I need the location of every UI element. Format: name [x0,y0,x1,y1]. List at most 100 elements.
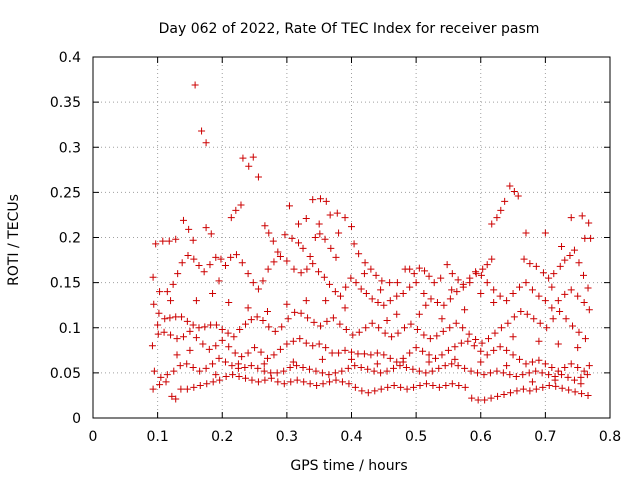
data-point [271,327,279,335]
data-point [225,298,233,306]
data-point [161,315,169,323]
data-point [483,351,491,359]
data-point [432,354,440,362]
data-point [260,360,268,368]
data-point [207,230,215,238]
data-point [232,206,240,214]
data-point [347,274,355,282]
data-point [160,328,168,336]
data-point [420,289,428,297]
data-point [322,344,330,352]
data-point [367,265,375,273]
data-point [388,333,396,341]
data-point [585,306,593,314]
data-point [453,288,461,296]
data-point [249,153,257,161]
data-point [235,372,243,380]
data-point [254,378,262,386]
data-point [381,329,389,337]
y-tick-label: 0.4 [59,50,81,66]
data-point [174,270,182,278]
data-point [221,261,229,269]
data-point [532,367,540,375]
data-point [541,229,549,237]
data-point [166,314,174,322]
data-point [467,367,475,375]
data-point [189,236,197,244]
data-point [490,298,498,306]
data-point [561,290,569,298]
data-point [196,382,204,390]
data-point [355,250,363,258]
data-point [409,365,417,373]
data-point [348,355,355,363]
data-point [556,308,564,316]
data-point [312,367,320,375]
data-point [185,225,193,233]
data-point [315,220,323,228]
data-point [548,304,556,312]
data-point [309,196,317,204]
data-point [177,385,185,393]
data-point [536,319,544,327]
data-point [425,351,433,359]
data-point [528,286,536,294]
data-point [209,360,217,368]
data-point [348,348,355,356]
data-point [522,360,530,368]
data-point [562,315,570,323]
data-point [487,394,495,402]
data-point [397,383,405,391]
data-point [501,197,509,205]
data-point [283,340,291,348]
data-point [215,354,223,362]
data-point [348,223,355,231]
data-point [274,248,282,256]
data-point [336,320,344,328]
data-point [352,279,360,287]
data-point [407,320,415,328]
data-point [420,331,428,339]
data-point [242,374,250,382]
data-point [472,268,480,276]
data-point [584,391,592,399]
data-point [539,383,547,391]
data-point [280,367,288,375]
data-point [354,350,362,358]
data-point [331,369,339,377]
data-point [245,162,253,170]
data-point [503,297,511,305]
data-point [311,234,319,241]
data-point [561,256,569,264]
data-point [325,371,333,379]
data-point [155,309,163,317]
data-point [519,385,527,393]
data-point [373,360,381,368]
data-point [293,362,301,370]
data-point [150,367,158,375]
data-point [564,373,572,381]
data-point [415,310,423,318]
data-point [490,346,498,354]
data-point [525,369,533,377]
data-point [306,380,314,388]
data-point [360,350,368,358]
data-point [481,396,489,404]
data-point [522,279,530,287]
data-point [580,271,588,279]
data-point [394,329,402,337]
data-point [179,216,187,224]
data-point [157,373,165,381]
data-point [439,327,447,335]
data-point [192,297,200,305]
data-point [539,269,547,277]
x-tick-label: 0.4 [340,429,362,445]
data-point [337,292,345,300]
data-point [474,369,482,377]
data-point [532,262,540,270]
data-point [284,315,292,323]
data-point [239,154,247,162]
data-point [448,380,456,388]
data-point [300,378,308,386]
data-point [322,297,330,305]
